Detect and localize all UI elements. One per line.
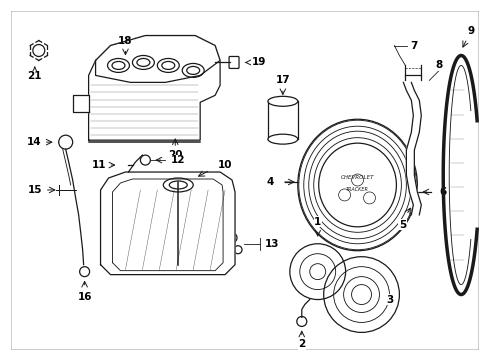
Text: 17: 17 (275, 75, 289, 85)
Text: 21: 21 (27, 71, 42, 81)
Ellipse shape (267, 134, 297, 144)
Text: 12: 12 (171, 155, 185, 165)
Ellipse shape (318, 143, 396, 227)
Text: 3: 3 (385, 294, 392, 305)
Polygon shape (112, 179, 223, 271)
Polygon shape (95, 36, 220, 82)
Ellipse shape (267, 96, 297, 106)
Text: 18: 18 (118, 36, 132, 46)
Text: 19: 19 (251, 58, 265, 67)
Text: 20: 20 (168, 150, 182, 160)
Text: 8: 8 (435, 60, 442, 71)
Text: 2: 2 (298, 339, 305, 349)
Text: 9: 9 (467, 26, 474, 36)
Text: 4: 4 (265, 177, 273, 187)
Text: TRACKER: TRACKER (346, 188, 368, 193)
Text: 13: 13 (264, 239, 279, 249)
Polygon shape (403, 82, 421, 215)
Text: 16: 16 (77, 292, 92, 302)
Text: 5: 5 (398, 220, 405, 230)
Polygon shape (88, 36, 220, 140)
Text: 15: 15 (27, 185, 42, 195)
Ellipse shape (297, 119, 416, 251)
Polygon shape (73, 95, 88, 112)
Polygon shape (101, 172, 235, 275)
Text: 11: 11 (91, 160, 105, 170)
Text: 10: 10 (217, 160, 232, 170)
Text: 6: 6 (439, 187, 446, 197)
Text: CHEVROLET: CHEVROLET (340, 175, 373, 180)
Text: 14: 14 (26, 137, 41, 147)
Text: 1: 1 (313, 217, 321, 227)
Text: 7: 7 (410, 41, 417, 50)
